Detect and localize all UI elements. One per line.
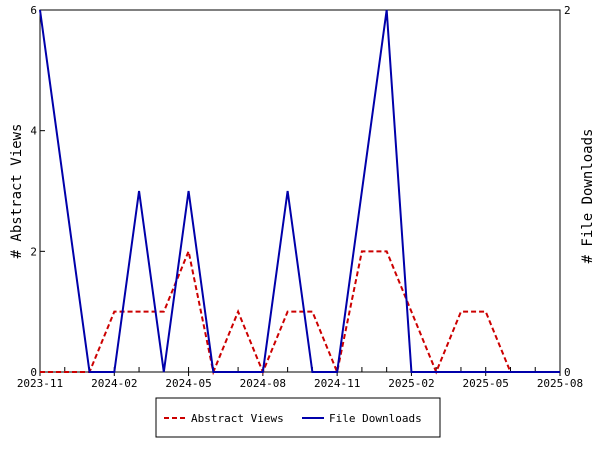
x-tick-label: 2025-05	[463, 377, 509, 390]
left-axis-title: # Abstract Views	[9, 124, 25, 259]
legend: Abstract Views File Downloads	[155, 397, 441, 438]
plot-area	[39, 9, 561, 373]
right-axis-title: # File Downloads	[580, 129, 596, 264]
x-tick-label: 2023-11	[17, 377, 63, 390]
x-tick-label: 2025-08	[537, 377, 583, 390]
left-y-tick-label: 4	[30, 125, 37, 138]
legend-label-abstract-views: Abstract Views	[191, 412, 284, 425]
legend-box	[155, 397, 441, 438]
legend-label-file-downloads: File Downloads	[329, 412, 422, 425]
x-tick-label: 2025-02	[388, 377, 434, 390]
series-line-abstract-views	[40, 247, 560, 376]
series-lines	[39, 9, 560, 376]
series-line-file-downloads	[39, 9, 560, 373]
left-y-tick-label: 6	[30, 4, 37, 17]
x-tick-label: 2024-05	[165, 377, 211, 390]
right-y-tick-label: 0	[564, 366, 571, 379]
x-tick-label: 2024-02	[91, 377, 137, 390]
left-y-tick-label: 0	[30, 366, 37, 379]
x-tick-label: 2024-11	[314, 377, 360, 390]
x-axis-ticks: 2023-11 2024-02 2024-05 2024-08 2024-11 2025-…	[17, 367, 583, 390]
left-y-tick-label: 2	[30, 245, 37, 258]
x-tick-label: 2024-08	[240, 377, 286, 390]
right-y-tick-label: 2	[564, 4, 571, 17]
